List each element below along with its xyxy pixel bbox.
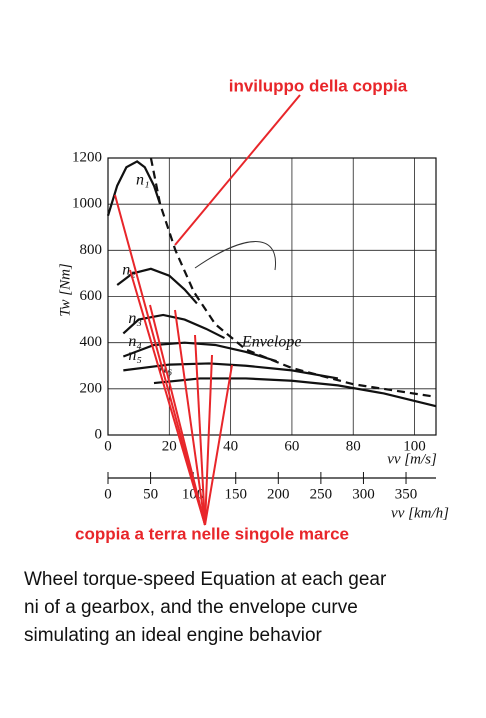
series-label: n₃ <box>128 310 142 327</box>
pointer <box>204 354 213 526</box>
x-axis-label: vv [m/s] <box>387 451 437 467</box>
y-tick-label: 400 <box>80 334 103 350</box>
annotation-lines <box>114 94 301 526</box>
pointer <box>149 304 206 526</box>
x2-tick-label: 200 <box>267 486 290 502</box>
y-tick-label: 600 <box>80 288 103 304</box>
series-label: n₄ <box>128 333 142 350</box>
caption: ni of a gearbox, and the envelope curve <box>24 597 358 618</box>
x-tick-label: 40 <box>223 438 238 454</box>
pointer <box>204 364 233 526</box>
x2-axis-label: vv [km/h] <box>391 505 449 521</box>
pointer <box>174 94 301 246</box>
x2-tick-label: 150 <box>224 486 247 502</box>
x-tick-label: 20 <box>162 438 177 454</box>
series-line <box>116 267 198 305</box>
x-tick-label: 80 <box>346 438 361 454</box>
y-tick-label: 1000 <box>72 196 102 212</box>
series-line <box>153 377 437 408</box>
caption: simulating an ideal engine behavior <box>24 625 323 646</box>
pointer <box>174 309 206 526</box>
plot-frame <box>107 157 437 436</box>
x2-tick-label: 250 <box>310 486 333 502</box>
series-label: n₁ <box>136 171 150 188</box>
envelope-arrow <box>194 241 277 271</box>
series-label: n₅ <box>128 347 142 364</box>
x-tick-label: 0 <box>104 438 112 454</box>
x2-tick-label: 300 <box>352 486 375 502</box>
series-line <box>106 160 162 217</box>
x-tick-label: 100 <box>403 438 426 454</box>
annotation-bottom: coppia a terra nelle singole marce <box>75 524 349 543</box>
x2-tick-label: 350 <box>395 486 418 502</box>
x2-tick-label: 50 <box>143 486 158 502</box>
series-line <box>149 157 437 399</box>
y-tick-label: 1200 <box>72 149 102 165</box>
pointer <box>194 334 206 526</box>
series-line <box>122 313 225 340</box>
x2-tick-label: 0 <box>104 486 112 502</box>
series-label: Envelope <box>241 334 302 351</box>
caption: Wheel torque-speed Equation at each gear <box>24 569 387 590</box>
y-tick-label: 200 <box>80 380 103 396</box>
y-axis-label: Tw [Nm] <box>57 263 73 317</box>
y-tick-label: 0 <box>95 426 103 442</box>
series-line <box>122 341 277 363</box>
pointer <box>114 194 206 526</box>
pointer <box>129 269 206 526</box>
y-tick-label: 800 <box>80 242 103 258</box>
x-tick-label: 60 <box>284 438 299 454</box>
series-label: n₂ <box>122 262 136 279</box>
annotation-top: inviluppo della coppia <box>229 76 408 95</box>
